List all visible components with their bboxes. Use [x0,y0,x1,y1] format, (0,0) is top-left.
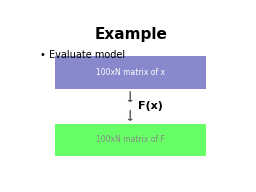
Text: F(x): F(x) [138,101,163,111]
FancyBboxPatch shape [55,56,206,89]
Text: • Evaluate model: • Evaluate model [40,50,125,60]
Text: Example: Example [95,27,168,42]
FancyBboxPatch shape [55,124,206,156]
Text: 100xN matrix of x: 100xN matrix of x [96,68,165,77]
Text: 100xN matrix of F: 100xN matrix of F [96,135,165,144]
